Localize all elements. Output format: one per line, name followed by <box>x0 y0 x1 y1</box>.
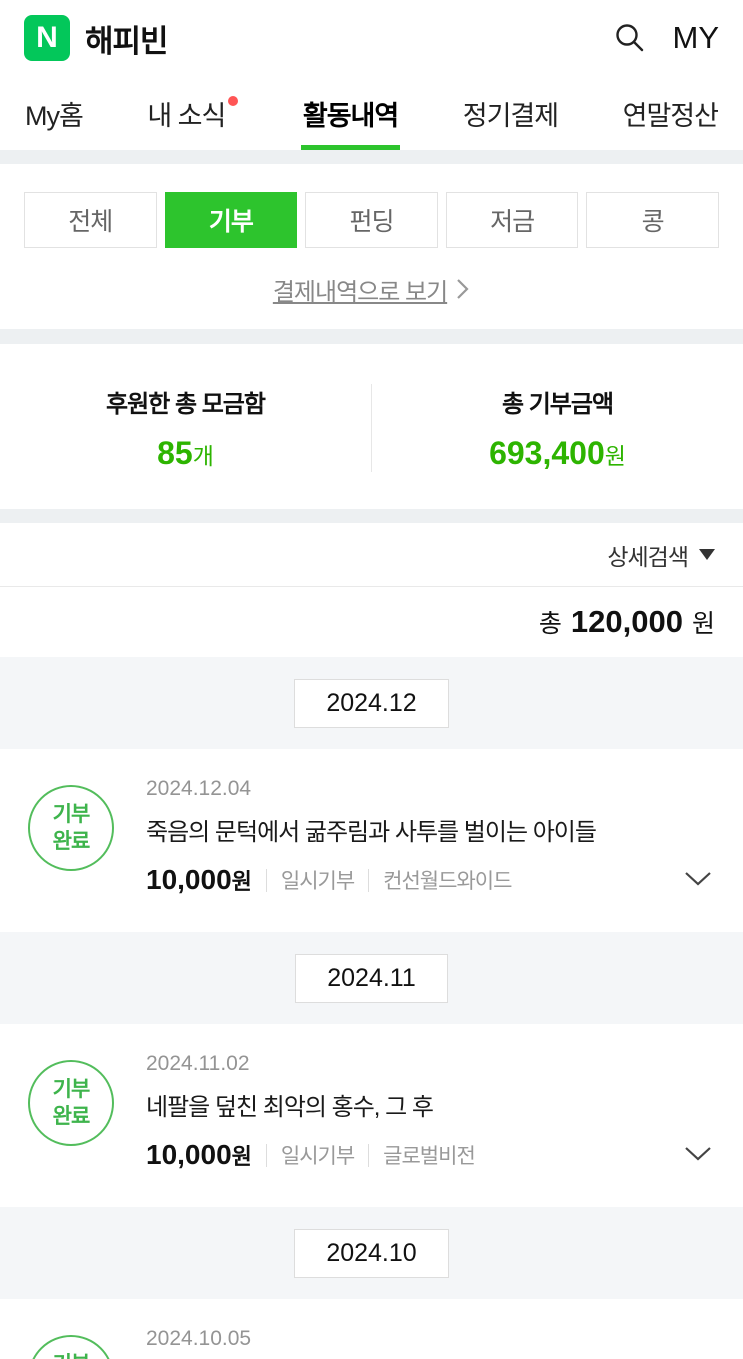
organization-name: 글로벌비전 <box>383 1145 476 1168</box>
donation-complete-badge: 기부 완료 <box>28 785 114 871</box>
detail-search-label: 상세검색 <box>607 543 689 570</box>
total-funds-label: 후원한 총 모금함 <box>106 391 266 418</box>
donation-list-item[interactable]: 기부 완료 2024.11.02 네팔을 덮친 최악의 홍수, 그 후 10,0… <box>0 1024 743 1207</box>
page-title: 해피빈 <box>85 23 169 59</box>
section-divider <box>0 329 743 344</box>
item-date: 2024.11.02 <box>146 1052 250 1075</box>
tab-year-end-settlement[interactable]: 연말정산 <box>622 76 719 150</box>
section-divider <box>0 150 743 164</box>
donation-type: 일시기부 <box>280 1145 355 1168</box>
item-amount-row: 10,000원 일시기부 글로벌비전 <box>146 1139 715 1171</box>
tab-my-home[interactable]: My홈 <box>25 76 84 150</box>
my-page-link[interactable]: MY <box>672 20 720 55</box>
item-content: 2024.12.04 죽음의 문턱에서 굶주림과 사투를 벌이는 아이들 10,… <box>146 777 715 896</box>
meta-divider <box>368 1143 370 1167</box>
total-donation-value: 693,400원 <box>372 435 743 472</box>
total-unit: 원 <box>691 610 715 638</box>
meta-divider <box>265 1143 267 1167</box>
tab-label: 활동내역 <box>302 100 399 131</box>
item-content: 2024.11.02 네팔을 덮친 최악의 홍수, 그 후 10,000원 일시… <box>146 1052 715 1171</box>
item-date: 2024.10.05 <box>146 1327 252 1350</box>
donation-type: 일시기부 <box>280 870 355 893</box>
filter-section: 전체 기부 펀딩 저금 콩 결제내역으로 보기 <box>0 164 743 306</box>
chevron-right-icon <box>455 277 470 301</box>
item-amount: 10,000원 <box>146 1139 252 1170</box>
new-notification-dot <box>228 96 239 106</box>
badge-line: 완료 <box>52 1105 91 1128</box>
tab-activity-history[interactable]: 활동내역 <box>300 76 401 150</box>
badge-line: 기부 <box>52 802 91 826</box>
badge-line: 기부 <box>53 1351 91 1359</box>
total-prefix: 총 <box>538 610 562 638</box>
donation-unit: 원 <box>604 443 626 469</box>
filter-all-button[interactable]: 전체 <box>24 192 157 248</box>
filter-button-group: 전체 기부 펀딩 저금 콩 <box>24 192 719 248</box>
tab-label: 정기결제 <box>462 100 559 131</box>
chevron-down-icon[interactable] <box>683 870 713 888</box>
caret-down-icon <box>699 549 715 560</box>
month-group-header: 2024.12 <box>0 657 743 749</box>
total-amount: 120,000 <box>570 604 683 639</box>
total-funds-value: 85개 <box>0 435 371 472</box>
item-title: 죽음의 문턱에서 굶주림과 사투를 벌이는 아이들 <box>146 819 597 846</box>
header-actions: MY <box>613 20 720 56</box>
meta-divider <box>368 868 370 892</box>
chevron-down-icon[interactable] <box>683 1145 713 1163</box>
donation-complete-badge: 기부 완료 <box>28 1060 114 1146</box>
filter-funding-button[interactable]: 펀딩 <box>305 192 438 248</box>
item-amount: 10,000원 <box>146 864 252 895</box>
main-tab-bar: My홈 내 소식 활동내역 정기결제 연말정산 <box>0 76 743 150</box>
tab-label: 내 소식 <box>147 100 226 131</box>
tab-recurring-payment[interactable]: 정기결제 <box>462 76 559 150</box>
tab-label: 연말정산 <box>622 100 719 131</box>
donation-summary: 후원한 총 모금함 85개 총 기부금액 693,400원 <box>0 344 743 509</box>
month-badge: 2024.11 <box>295 953 448 1003</box>
month-badge: 2024.10 <box>294 1228 449 1278</box>
total-donation-label: 총 기부금액 <box>501 391 614 418</box>
item-amount-row: 10,000원 일시기부 컨선월드와이드 <box>146 864 715 896</box>
payment-history-link[interactable]: 결제내역으로 보기 <box>272 278 448 306</box>
total-funds-stat: 후원한 총 모금함 85개 <box>0 384 371 472</box>
donation-list-item[interactable]: 기부 완료 2024.12.04 죽음의 문턱에서 굶주림과 사투를 벌이는 아… <box>0 749 743 932</box>
detail-search-row: 상세검색 <box>0 523 743 587</box>
filter-donation-button[interactable]: 기부 <box>164 192 298 248</box>
search-icon[interactable] <box>613 21 647 55</box>
donation-amount: 693,400 <box>489 435 605 471</box>
tab-my-news[interactable]: 내 소식 <box>147 76 239 150</box>
month-group-header: 2024.11 <box>0 932 743 1024</box>
funds-count: 85 <box>157 435 193 471</box>
organization-name: 컨선월드와이드 <box>383 870 512 893</box>
funds-unit: 개 <box>192 443 214 469</box>
detail-search-toggle[interactable]: 상세검색 <box>607 538 715 572</box>
section-divider <box>0 509 743 523</box>
badge-line: 완료 <box>52 830 91 853</box>
item-content: 2024.10.05 무차별 폭격을 받고 있는 레바논 아이들을 구해주세요 <box>146 1327 715 1359</box>
meta-divider <box>265 868 267 892</box>
naver-logo-icon[interactable]: N <box>24 15 70 61</box>
app-header: N 해피빈 MY <box>0 0 743 76</box>
badge-line: 기부 <box>52 1077 91 1101</box>
filter-bean-button[interactable]: 콩 <box>586 192 719 248</box>
tab-label: My홈 <box>25 100 84 131</box>
item-date: 2024.12.04 <box>146 777 252 800</box>
donation-list-item[interactable]: 기부 완료 2024.10.05 무차별 폭격을 받고 있는 레바논 아이들을 … <box>0 1299 743 1359</box>
filtered-total-row: 총 120,000 원 <box>0 587 743 657</box>
item-title: 네팔을 덮친 최악의 홍수, 그 후 <box>146 1094 434 1121</box>
total-donation-stat: 총 기부금액 693,400원 <box>371 384 743 472</box>
month-badge: 2024.12 <box>294 678 449 728</box>
donation-complete-badge: 기부 완료 <box>28 1335 114 1359</box>
payment-history-link-row: 결제내역으로 보기 <box>24 273 719 306</box>
month-group-header: 2024.10 <box>0 1207 743 1299</box>
filter-savings-button[interactable]: 저금 <box>445 192 579 248</box>
